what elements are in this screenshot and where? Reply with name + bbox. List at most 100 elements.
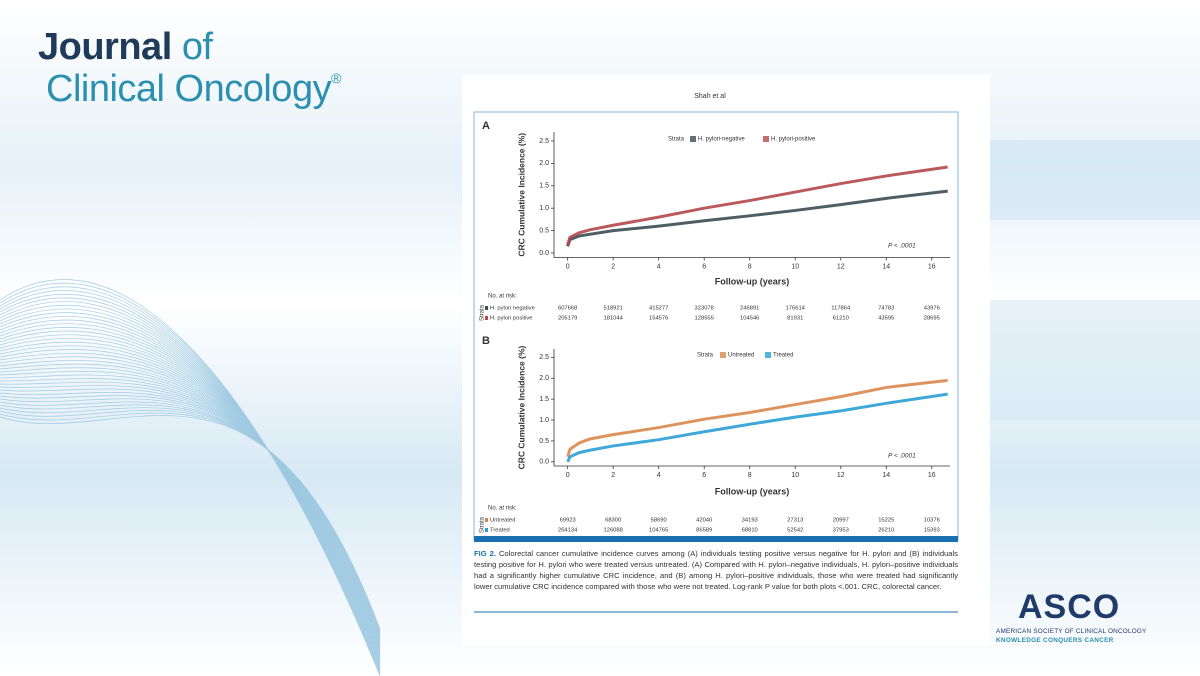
risk-value: 26210: [878, 528, 894, 534]
wave: [0, 407, 381, 633]
panel-label: B: [482, 335, 490, 347]
x-tick-label: 10: [791, 472, 799, 479]
wave: [0, 312, 381, 666]
x-tick-label: 16: [928, 263, 936, 270]
wave: [0, 398, 381, 637]
wave: [0, 401, 381, 636]
caption: FIG 2. Colorectal cancer cumulative inci…: [474, 548, 958, 592]
risk-value: 205179: [558, 316, 577, 322]
wave: [0, 360, 381, 650]
series-line: [566, 392, 948, 463]
wave: [0, 349, 381, 654]
y-tick-label: 2.5: [539, 354, 549, 361]
wave: [0, 319, 381, 663]
risk-swatch: [485, 518, 488, 522]
legend-swatch: [763, 136, 769, 142]
asco-logo: ASCO: [1018, 588, 1121, 626]
risk-title: No. at risk:: [488, 294, 517, 300]
y-tick-label: 1.0: [539, 417, 549, 424]
x-tick-label: 12: [837, 472, 845, 479]
y-tick-label: 0.5: [539, 227, 549, 234]
risk-value: 607668: [558, 306, 577, 312]
band: [990, 300, 1200, 420]
x-tick-label: 4: [657, 263, 661, 270]
wave: [0, 392, 381, 639]
risk-value: 518921: [604, 306, 623, 312]
wave: [0, 404, 381, 635]
wave: [0, 286, 381, 674]
wave: [0, 316, 381, 665]
legend-swatch: [690, 136, 696, 142]
wave: [0, 327, 381, 661]
wave: [0, 371, 381, 647]
risk-value: 181044: [604, 316, 624, 322]
x-tick-label: 6: [702, 263, 706, 270]
risk-value: 246891: [740, 306, 759, 312]
y-tick-label: 1.5: [539, 183, 549, 190]
panel-label: A: [482, 120, 490, 132]
y-tick-label: 2.0: [539, 160, 549, 167]
legend-label: H. pylori-negative: [698, 137, 745, 143]
legend-swatch: [765, 352, 771, 358]
x-tick-label: 0: [566, 263, 570, 270]
wave: [0, 305, 381, 668]
legend-label: H. pylori-positive: [771, 137, 816, 143]
y-tick-label: 0.0: [539, 250, 549, 257]
journal-logo-line2: Clinical Oncology®: [46, 68, 341, 111]
risk-value: 415277: [649, 306, 668, 312]
author: Shah et al: [694, 93, 726, 100]
legend-label: Untreated: [728, 353, 754, 359]
series-line: [566, 378, 948, 458]
tagline: KNOWLEDGE CONQUERS CANCER: [996, 637, 1114, 644]
x-tick-label: 2: [611, 263, 615, 270]
wave: [0, 388, 381, 641]
x-tick-label: 8: [748, 263, 752, 270]
risk-value: 58690: [651, 518, 667, 524]
x-tick-label: 0: [566, 472, 570, 479]
journal-word: Journal: [38, 26, 172, 68]
registered: ®: [331, 70, 341, 86]
risk-value: 69923: [560, 518, 576, 524]
legend-title: Strata: [668, 137, 685, 143]
wave-pattern: [0, 279, 381, 676]
risk-value: 117864: [831, 306, 851, 312]
wave: [0, 283, 381, 675]
wave: [0, 338, 381, 657]
y-tick-label: 1.5: [539, 396, 549, 403]
risk-value: 15393: [924, 528, 940, 534]
legend-label: Treated: [773, 353, 793, 359]
figure-bar: [474, 536, 958, 542]
x-tick-label: 12: [837, 263, 845, 270]
risk-value: 34193: [742, 518, 758, 524]
wave: [0, 385, 381, 642]
wave: [0, 297, 381, 671]
risk-value: 104765: [649, 528, 668, 534]
p-value: P < .0001: [888, 453, 916, 460]
risk-value: 15225: [878, 518, 894, 524]
band: [990, 140, 1200, 220]
caption-text: Colorectal cancer cumulative incidence c…: [474, 549, 958, 591]
legend-title: Strata: [697, 353, 714, 359]
wave: [0, 290, 381, 673]
y-axis-label: CRC Cumulative Incidence (%): [516, 345, 526, 469]
x-tick-label: 8: [748, 472, 752, 479]
journal-of: of: [181, 26, 213, 68]
wave: [0, 345, 381, 655]
risk-row-label: Untreated: [490, 518, 515, 524]
x-axis-label: Follow-up (years): [715, 276, 790, 286]
risk-value: 86589: [696, 528, 712, 534]
risk-title: No. at risk:: [488, 506, 517, 512]
wave: [0, 363, 381, 649]
wave: [0, 308, 381, 667]
wave: [0, 374, 381, 645]
risk-value: 154576: [649, 316, 668, 322]
wave: [0, 301, 381, 669]
y-tick-label: 0.0: [539, 459, 549, 466]
series-line: [566, 165, 948, 246]
risk-value: 126088: [604, 528, 623, 534]
risk-value: 37953: [833, 528, 849, 534]
wave: [0, 323, 381, 662]
